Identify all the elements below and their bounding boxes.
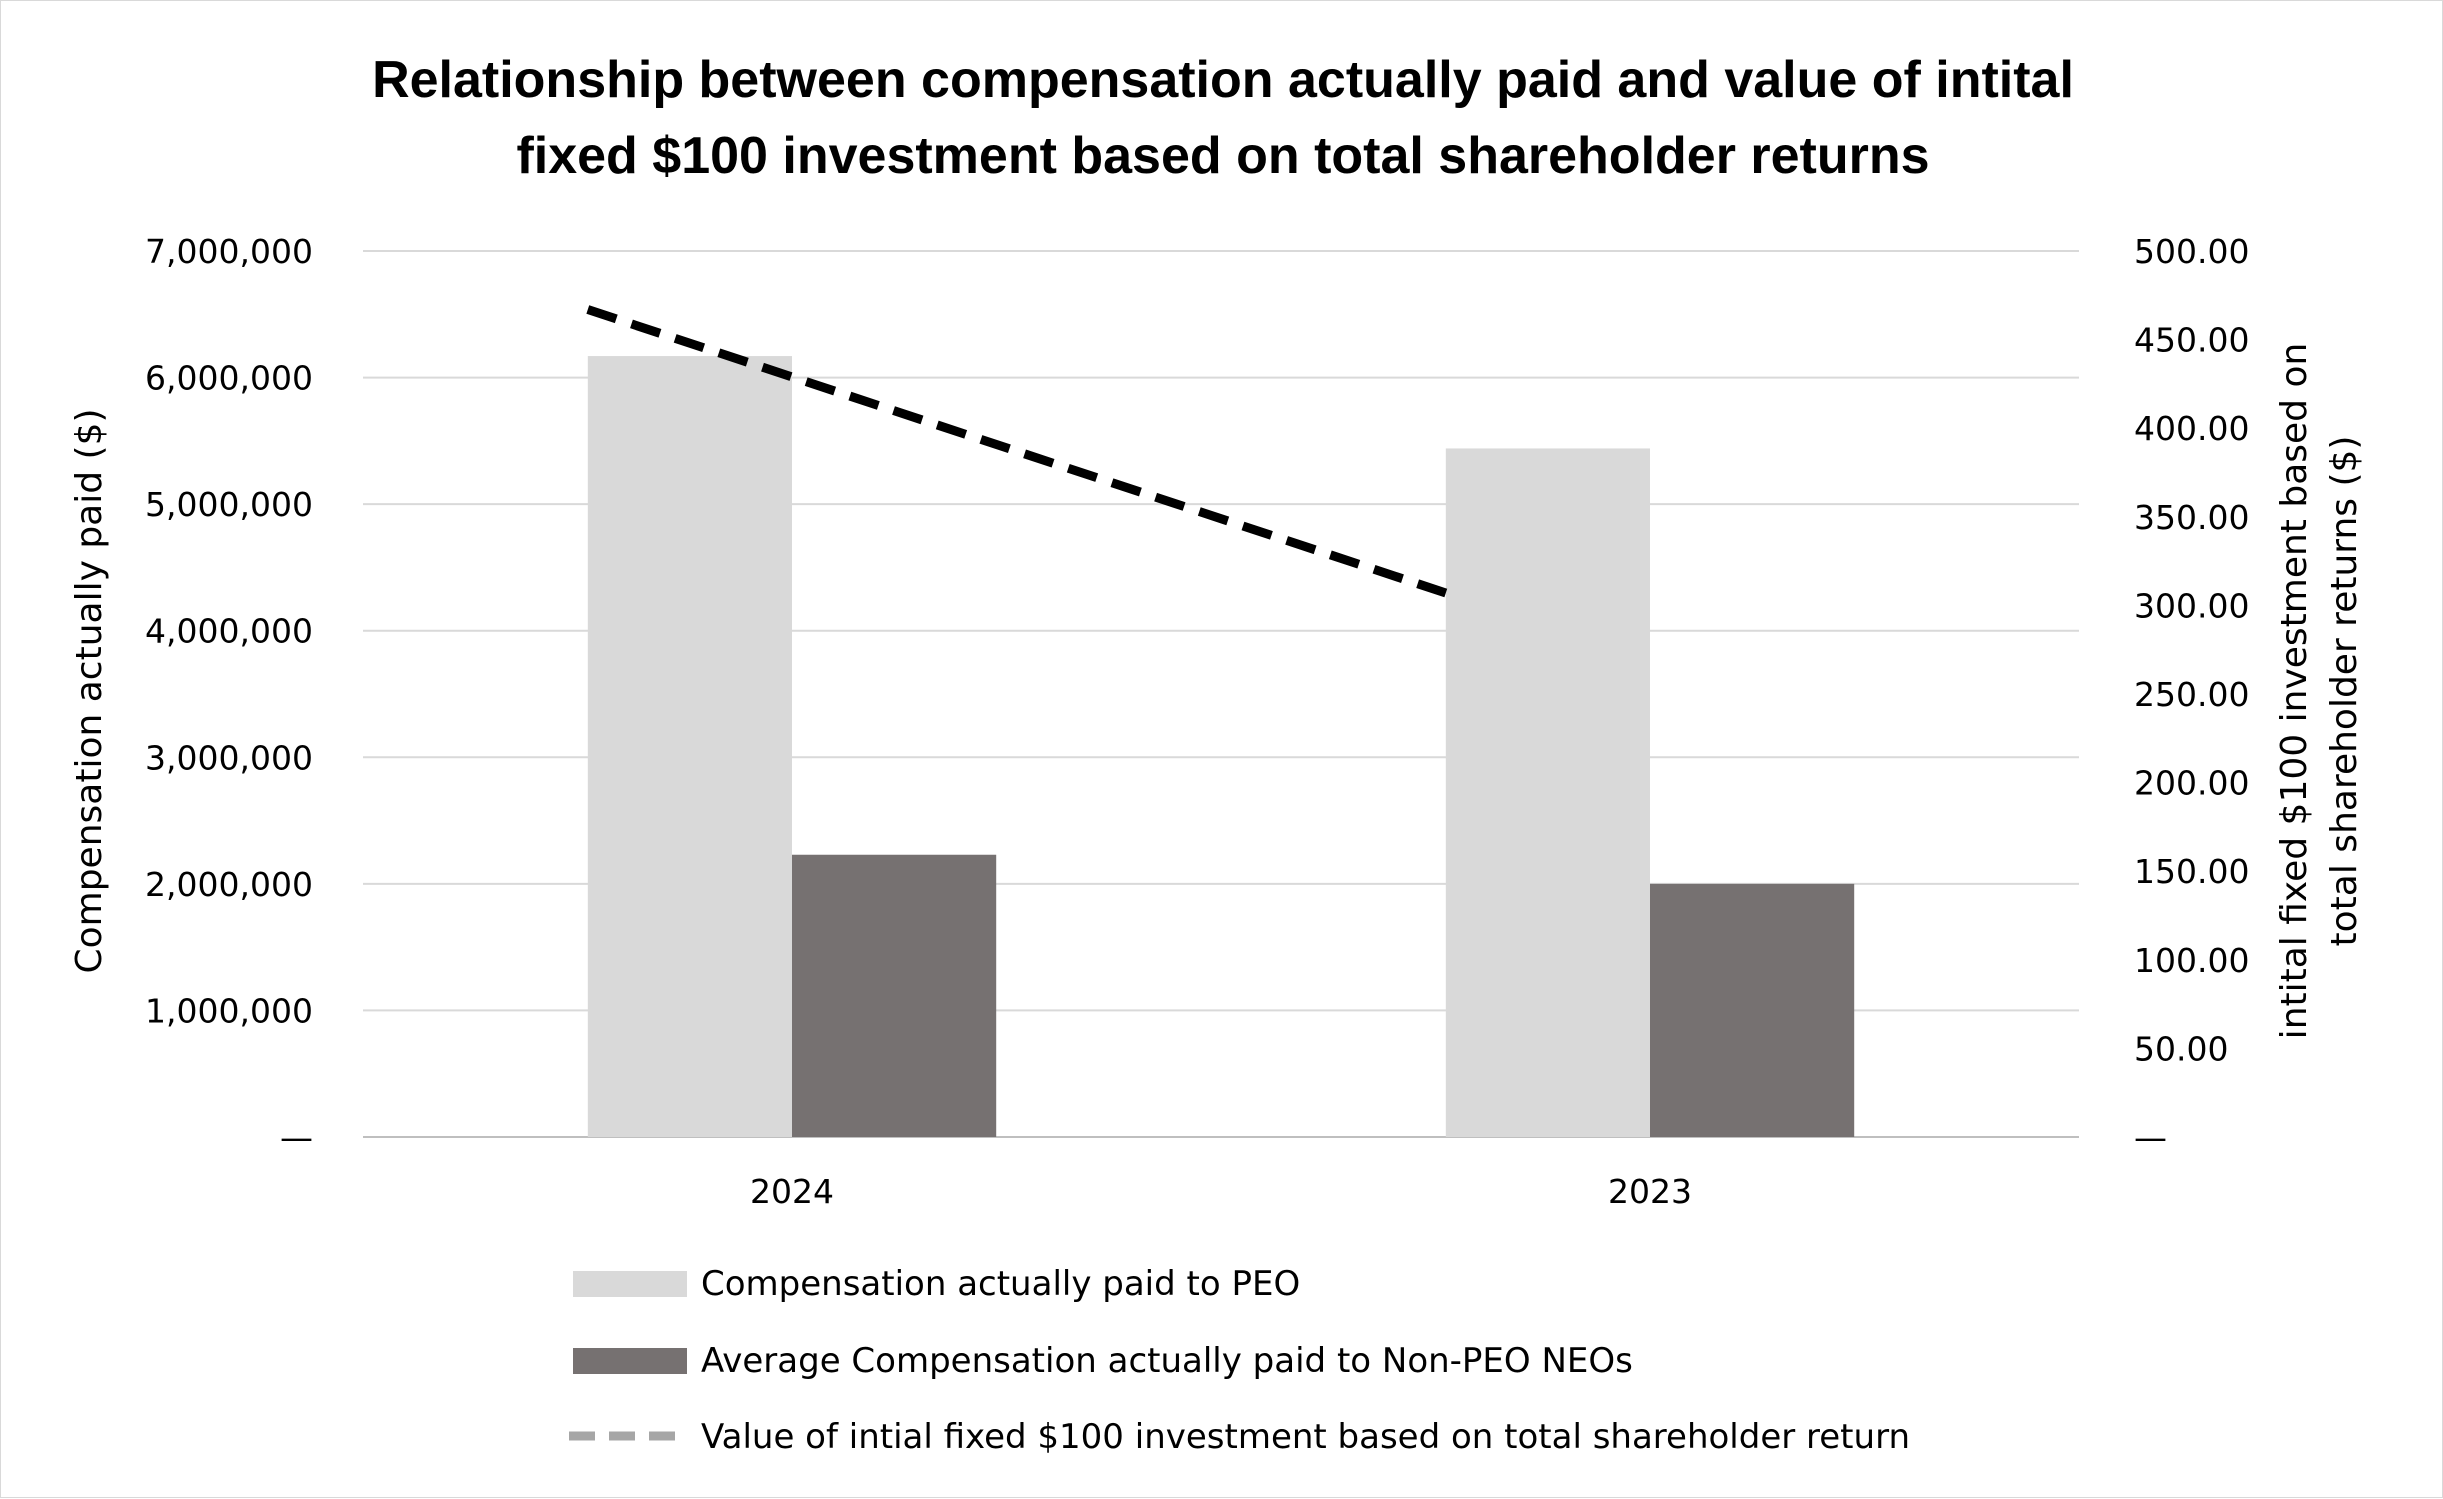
right-tick-label-10: 500.00 (2134, 232, 2249, 271)
right-tick-label-9: 450.00 (2134, 321, 2249, 360)
legend-label-peo: Compensation actually paid to PEO (701, 1264, 1300, 1304)
right-axis-title: intital fixed $100 investment based on t… (2274, 343, 2365, 1040)
left-tick-label-1: 1,000,000 (145, 991, 313, 1030)
right-tick-label-7: 350.00 (2134, 498, 2249, 537)
right-axis-ticks: — 50.00 100.00 150.00 200.00 250.00 300.00 350.… (2134, 232, 2249, 1157)
right-tick-label-1: 50.00 (2134, 1029, 2228, 1068)
x-tick-label-2024: 2024 (750, 1172, 834, 1211)
bar-non-peo-2023 (1650, 883, 1855, 1137)
right-tick-label-2: 100.00 (2134, 941, 2249, 980)
legend-label-tsr: Value of intial fixed $100 investment ba… (701, 1417, 1910, 1457)
left-tick-label-2: 2,000,000 (145, 865, 313, 904)
x-tick-label-2023: 2023 (1608, 1172, 1692, 1211)
tsr-line (586, 305, 1448, 598)
right-axis-title-line-1: intital fixed $100 investment based on (2274, 343, 2315, 1040)
legend-swatch-peo (573, 1271, 687, 1297)
legend-swatch-non-peo (573, 1348, 687, 1374)
right-axis-title-line-2: total shareholder returns ($) (2324, 436, 2365, 947)
left-axis-ticks: — 1,000,000 2,000,000 3,000,000 4,000,000 5,0… (145, 232, 313, 1157)
bar-peo-2023 (1445, 448, 1650, 1137)
bar-non-peo-2024 (792, 854, 997, 1137)
left-tick-label-3: 3,000,000 (145, 738, 313, 777)
right-tick-label-0: — (2134, 1118, 2167, 1157)
right-tick-label-4: 200.00 (2134, 764, 2249, 803)
left-axis-title: Compensation actually paid ($) (69, 408, 110, 973)
left-tick-label-0: — (280, 1118, 313, 1157)
chart-title: Relationship between compensation actual… (372, 51, 2074, 185)
left-tick-label-5: 5,000,000 (145, 485, 313, 524)
right-tick-label-6: 300.00 (2134, 586, 2249, 625)
right-tick-label-3: 150.00 (2134, 852, 2249, 891)
bars (587, 356, 1855, 1137)
right-tick-label-5: 250.00 (2134, 675, 2249, 714)
chart-title-line-2: fixed $100 investment based on total sha… (516, 127, 1929, 185)
tsr-line-series (586, 305, 1448, 598)
left-tick-label-6: 6,000,000 (145, 359, 313, 398)
left-tick-label-4: 4,000,000 (145, 612, 313, 651)
left-tick-label-7: 7,000,000 (145, 232, 313, 271)
right-tick-label-8: 400.00 (2134, 409, 2249, 448)
bar-peo-2024 (587, 356, 792, 1137)
legend-label-non-peo: Average Compensation actually paid to No… (701, 1341, 1633, 1381)
legend: Compensation actually paid to PEO Averag… (569, 1264, 1910, 1457)
chart-title-line-1: Relationship between compensation actual… (372, 51, 2074, 109)
x-axis-ticks: 2024 2023 (750, 1172, 1692, 1211)
